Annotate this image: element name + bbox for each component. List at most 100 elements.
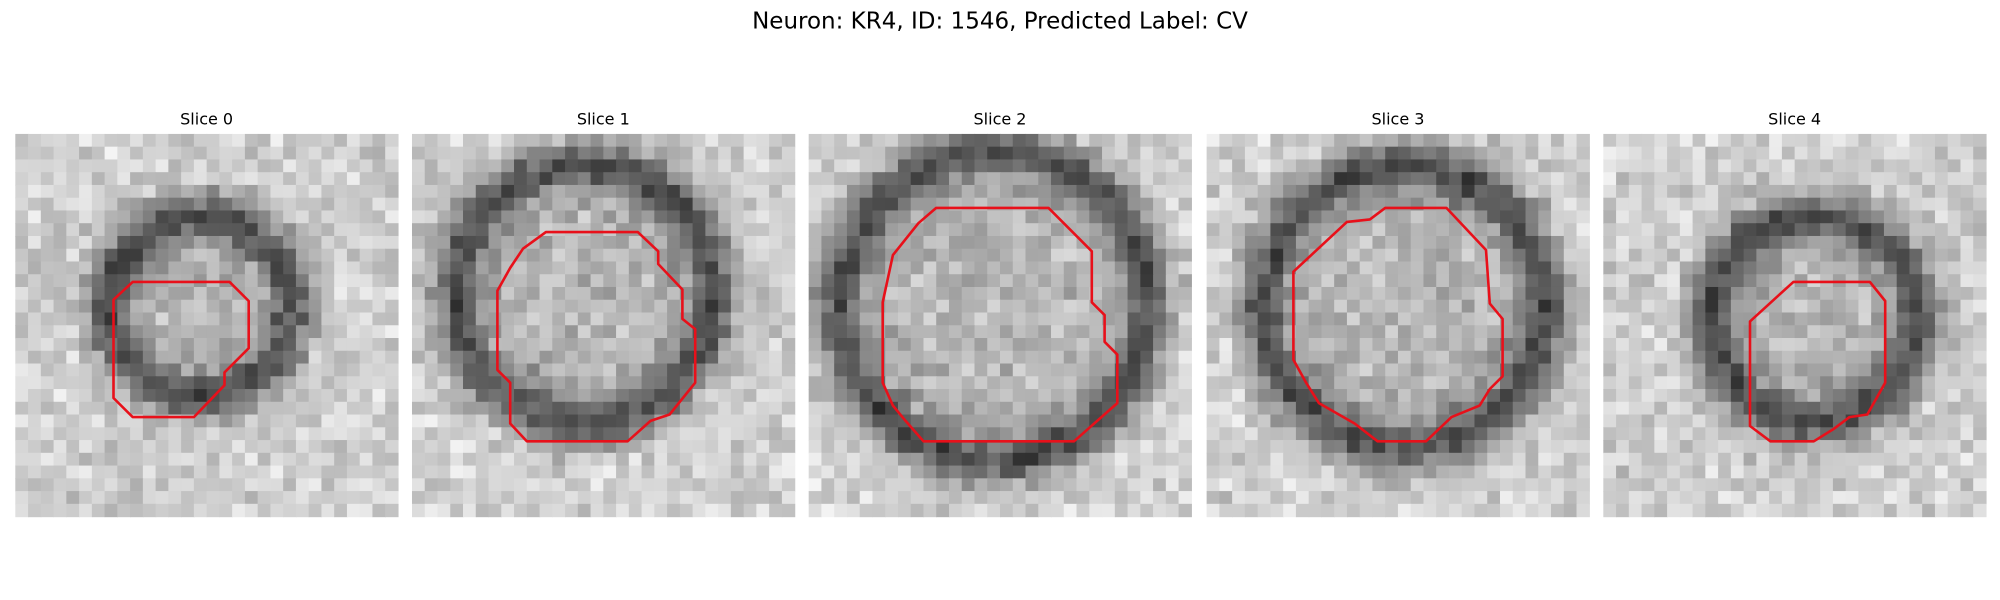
pixel: [1178, 159, 1192, 173]
pixel: [923, 376, 937, 390]
pixel: [1934, 299, 1949, 314]
pixel: [834, 159, 848, 173]
pixel: [1397, 440, 1412, 454]
pixel: [1500, 184, 1514, 199]
pixel: [897, 389, 912, 403]
pixel: [1321, 197, 1335, 212]
pixel: [463, 338, 477, 352]
pixel: [1474, 248, 1488, 263]
pixel: [834, 299, 848, 314]
pixel: [308, 133, 323, 148]
pixel: [1730, 184, 1745, 199]
pixel: [667, 452, 681, 467]
pixel: [1576, 376, 1590, 390]
pixel: [1525, 261, 1539, 275]
pixel: [1616, 223, 1630, 237]
pixel: [40, 350, 55, 365]
pixel: [1153, 223, 1167, 237]
pixel: [846, 248, 861, 263]
pixel: [1781, 235, 1796, 250]
pixel: [679, 274, 694, 288]
pixel: [936, 491, 950, 505]
pixel: [1385, 440, 1399, 454]
pixel: [1692, 389, 1706, 403]
pixel: [1051, 389, 1065, 403]
pixel: [987, 401, 1001, 416]
pixel: [283, 440, 297, 454]
pixel: [821, 350, 835, 365]
pixel: [769, 389, 783, 403]
pixel: [1063, 401, 1078, 416]
pixel: [117, 159, 131, 173]
pixel: [1896, 427, 1911, 441]
pixel: [206, 159, 220, 173]
pixel: [1922, 401, 1936, 416]
pixel: [28, 235, 42, 250]
pixel: [1448, 363, 1463, 377]
pixel: [1973, 210, 1987, 224]
pixel: [705, 223, 719, 237]
pixel: [1603, 210, 1617, 224]
pixel: [756, 440, 770, 454]
pixel: [168, 299, 182, 314]
pixel: [283, 338, 297, 352]
pixel: [1730, 248, 1745, 263]
pixel: [295, 376, 310, 390]
pixel: [346, 197, 361, 212]
pixel: [923, 389, 937, 403]
pixel: [1321, 210, 1335, 224]
pixel: [1334, 363, 1348, 377]
pixel: [577, 440, 592, 454]
pixel: [1654, 210, 1668, 224]
pixel: [1769, 133, 1783, 148]
pixel: [910, 223, 925, 237]
pixel: [1436, 235, 1450, 250]
pixel: [1705, 223, 1719, 237]
pixel: [1871, 172, 1885, 186]
pixel: [1538, 414, 1552, 428]
pixel: [1206, 452, 1220, 467]
pixel: [168, 376, 182, 390]
pixel: [1114, 286, 1129, 301]
pixel: [1385, 133, 1399, 148]
pixel: [1257, 491, 1272, 505]
pixel: [1563, 350, 1578, 365]
pixel: [1883, 325, 1898, 339]
pixel: [1654, 235, 1668, 250]
pixel: [1960, 389, 1974, 403]
pixel: [1641, 376, 1655, 390]
pixel: [577, 503, 592, 518]
pixel: [1603, 172, 1617, 186]
pixel: [1051, 414, 1065, 428]
pixel: [577, 465, 592, 479]
pixel: [961, 503, 976, 518]
pixel: [897, 440, 912, 454]
pixel: [1692, 338, 1706, 352]
pixel: [372, 389, 386, 403]
pixel: [1346, 235, 1361, 250]
pixel: [295, 414, 310, 428]
pixel: [1321, 146, 1335, 161]
pixel: [1114, 491, 1129, 505]
pixel: [948, 133, 963, 148]
pixel: [193, 159, 208, 173]
pixel: [1244, 325, 1259, 339]
pixel: [1206, 210, 1220, 224]
pixel: [117, 274, 131, 288]
pixel: [1448, 299, 1463, 314]
pixel: [53, 478, 67, 492]
pixel: [885, 440, 899, 454]
pixel: [654, 274, 668, 288]
pixel: [1153, 146, 1167, 161]
pixel: [1563, 210, 1578, 224]
pixel: [53, 465, 67, 479]
pixel: [79, 133, 93, 148]
pixel: [219, 312, 233, 326]
pixel: [1295, 478, 1310, 492]
pixel: [1244, 427, 1259, 441]
pixel: [1283, 465, 1297, 479]
pixel: [308, 261, 323, 275]
pixel: [1436, 274, 1450, 288]
pixel: [257, 299, 272, 314]
pixel: [1807, 350, 1821, 365]
